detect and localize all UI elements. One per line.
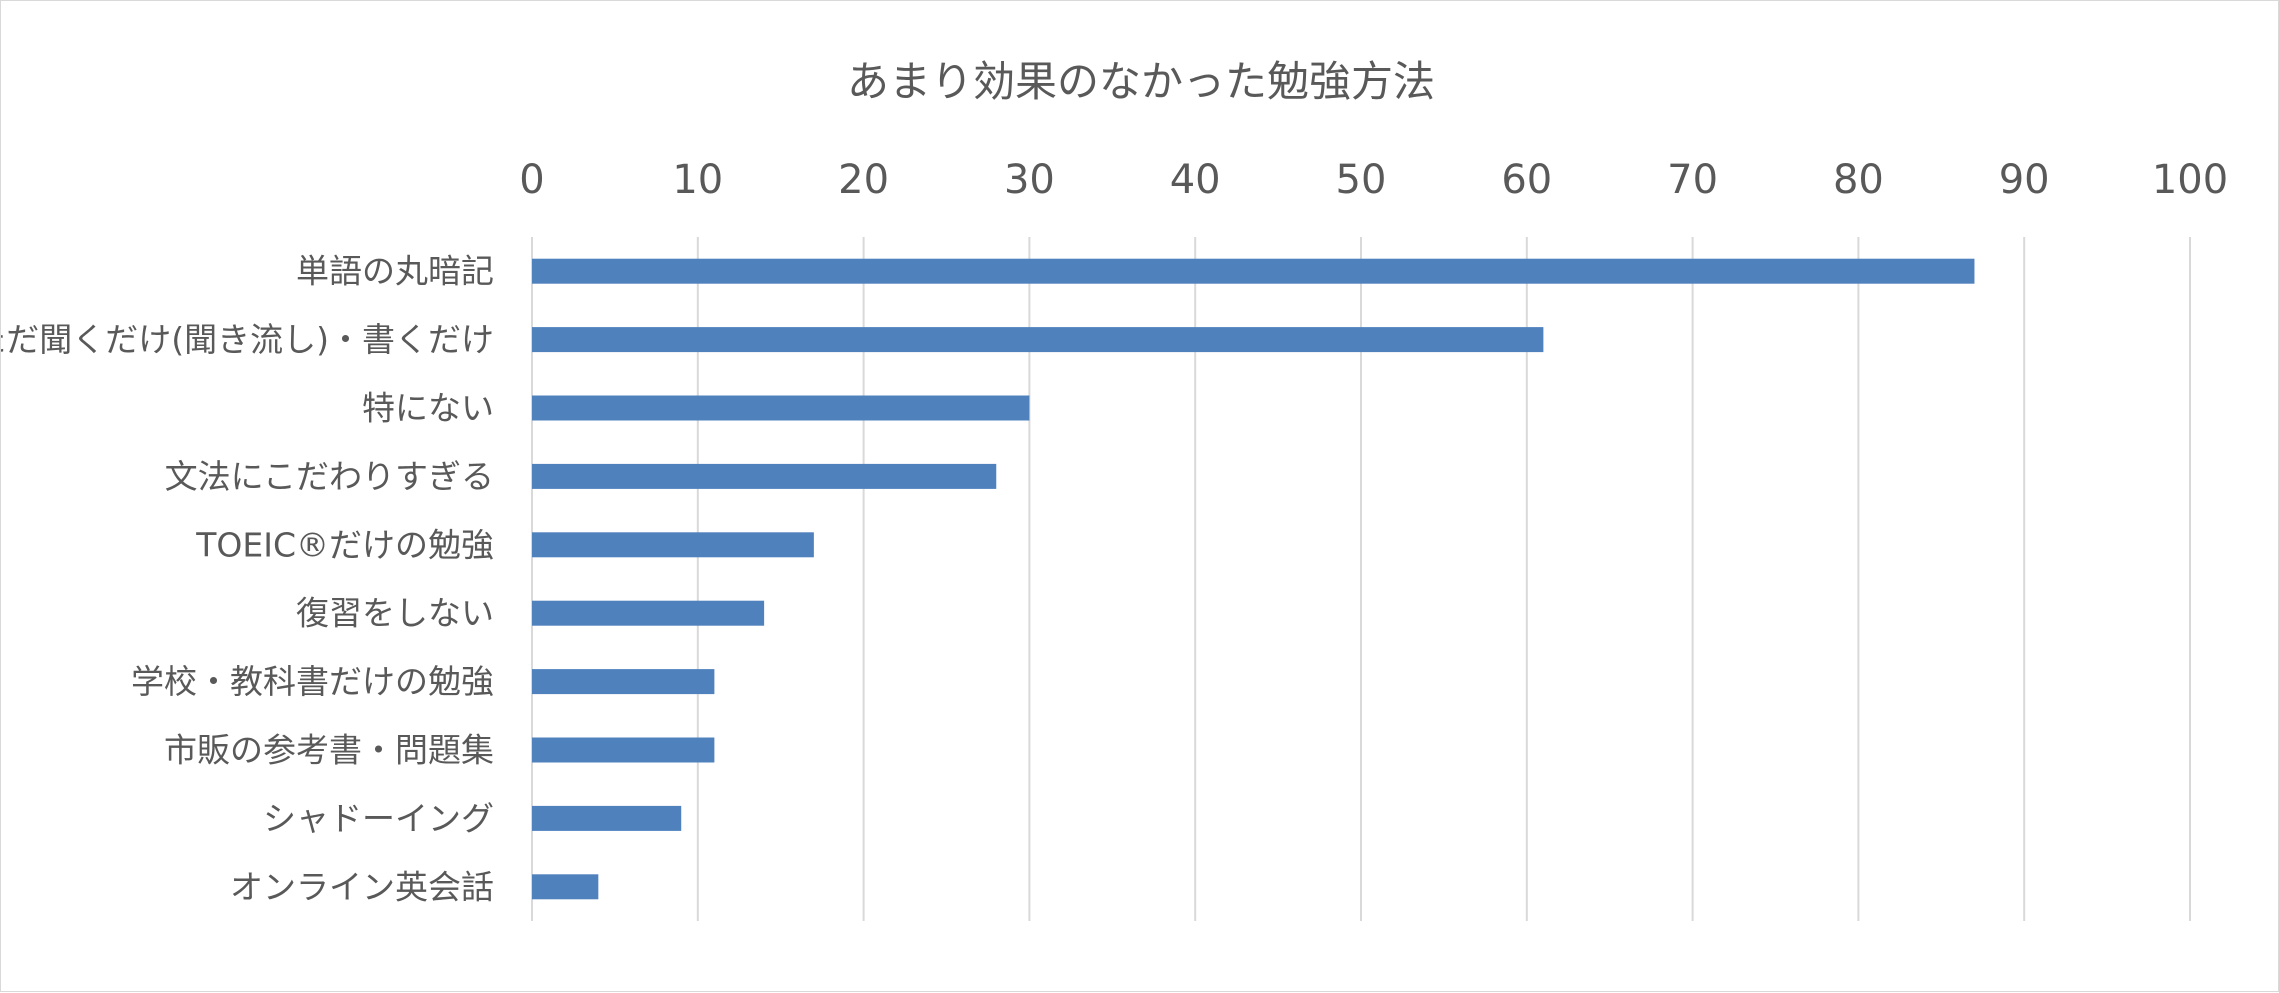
x-tick-label: 80 xyxy=(1833,157,1884,203)
x-tick-label: 90 xyxy=(1999,157,2050,203)
x-tick-label: 30 xyxy=(1004,157,1055,203)
bar xyxy=(532,395,1030,421)
category-label: 特にない xyxy=(362,389,494,428)
category-label: オンライン英会話 xyxy=(230,867,494,906)
x-tick-label: 100 xyxy=(2152,157,2228,203)
x-tick-label: 60 xyxy=(1501,157,1552,203)
x-tick-label: 20 xyxy=(838,157,889,203)
bar xyxy=(532,327,1544,353)
x-axis-ticks: 0 10 20 30 40 50 60 70 80 90 100 xyxy=(519,157,2228,203)
category-label: TOEIC®だけの勉強 xyxy=(195,525,494,564)
x-tick-label: 50 xyxy=(1336,157,1387,203)
x-tick-label: 10 xyxy=(672,157,723,203)
category-label: 学校・教科書だけの勉強 xyxy=(131,662,494,701)
bar xyxy=(532,669,715,695)
bar xyxy=(532,600,765,626)
bar xyxy=(532,805,682,831)
category-label: 市販の参考書・問題集 xyxy=(164,731,494,770)
bar xyxy=(532,874,599,900)
category-label: 復習をしない xyxy=(296,594,494,633)
bars xyxy=(532,258,1975,900)
chart-title: あまり効果のなかった勉強方法 xyxy=(847,57,1435,106)
x-tick-label: 70 xyxy=(1667,157,1718,203)
category-label: シャドーイング xyxy=(263,799,494,838)
category-label: 単語の丸暗記 xyxy=(296,252,494,291)
x-tick-label: 40 xyxy=(1170,157,1221,203)
bar xyxy=(532,463,997,489)
category-label: 文法にこだわりすぎる xyxy=(165,457,494,496)
bar xyxy=(532,737,715,763)
bar xyxy=(532,258,1975,284)
x-tick-label: 0 xyxy=(519,157,544,203)
category-label: ただ聞くだけ(聞き流し)・書くだけ xyxy=(1,320,494,359)
bar xyxy=(532,532,814,558)
